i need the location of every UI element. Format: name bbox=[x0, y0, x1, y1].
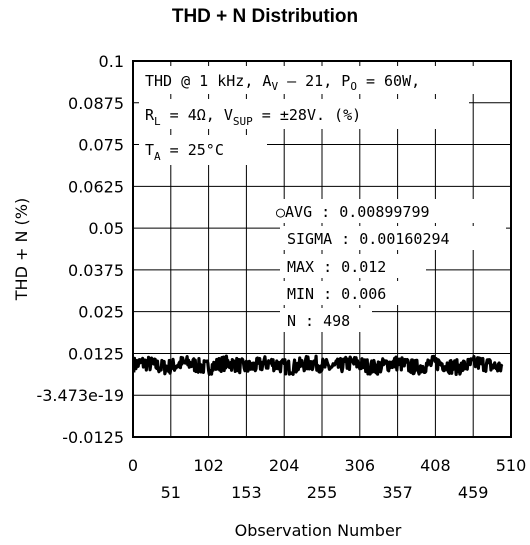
x-tick-label: 51 bbox=[161, 483, 181, 502]
stats-bg-1 bbox=[270, 199, 488, 223]
y-axis-label: THD + N (%) bbox=[12, 198, 31, 301]
x-tick-labels: 0 102 204 306 408 510 51 153 255 357 459 bbox=[128, 456, 526, 502]
stat-avg: ○AVG : 0.00899799 bbox=[276, 203, 430, 221]
cond-bg-1 bbox=[139, 66, 505, 94]
x-tick-label: 510 bbox=[496, 456, 527, 475]
conditions-line-1: THD @ 1 kHz, AV – 21, PO = 60W, bbox=[145, 72, 420, 93]
y-tick-label: 0.05 bbox=[88, 219, 124, 238]
stat-min: MIN : 0.006 bbox=[287, 285, 386, 303]
cond-bg-2 bbox=[139, 99, 469, 129]
stats-bg-4 bbox=[280, 281, 418, 305]
x-tick-label: 0 bbox=[128, 456, 138, 475]
y-tick-label: 0.0375 bbox=[68, 261, 124, 280]
y-tick-label: 0.1 bbox=[99, 52, 124, 71]
stat-max: MAX : 0.012 bbox=[287, 258, 386, 276]
series-line bbox=[132, 354, 504, 377]
y-tick-label: 0.0875 bbox=[68, 94, 124, 113]
x-tick-label: 153 bbox=[231, 483, 262, 502]
x-axis-label: Observation Number bbox=[235, 521, 402, 540]
y-tick-label: 0.0125 bbox=[68, 344, 124, 363]
data-series bbox=[132, 354, 504, 377]
y-tick-labels: 0.1 0.0875 0.075 0.0625 0.05 0.0375 0.025 0.012… bbox=[36, 52, 124, 447]
x-tick-label: 102 bbox=[193, 456, 224, 475]
stats-bg-2 bbox=[280, 226, 506, 250]
x-tick-label: 357 bbox=[382, 483, 413, 502]
y-tick-label: -0.0125 bbox=[62, 428, 124, 447]
plot-frame bbox=[132, 60, 512, 438]
y-tick-label: 0.0625 bbox=[68, 177, 124, 196]
x-tick-label: 408 bbox=[420, 456, 451, 475]
x-tick-label: 306 bbox=[345, 456, 376, 475]
y-tick-label: -3.473e-19 bbox=[36, 386, 124, 405]
stat-sigma: SIGMA : 0.00160294 bbox=[287, 230, 450, 248]
stats-bg-3 bbox=[280, 254, 426, 278]
stat-n: N : 498 bbox=[287, 312, 350, 330]
stats-bg-5 bbox=[280, 308, 372, 332]
cond-bg-3 bbox=[139, 135, 267, 165]
x-tick-label: 255 bbox=[307, 483, 338, 502]
annotation-backgrounds bbox=[139, 66, 506, 332]
x-tick-label: 459 bbox=[458, 483, 489, 502]
x-tick-label: 204 bbox=[269, 456, 300, 475]
y-tick-label: 0.025 bbox=[78, 303, 124, 322]
chart-title: THD + N Distribution bbox=[171, 6, 359, 27]
conditions-line-3: TA = 25°C bbox=[145, 141, 224, 163]
y-tick-label: 0.075 bbox=[78, 136, 124, 155]
conditions-line-2: RL = 4Ω, VSUP = ±28V. (%) bbox=[145, 106, 361, 128]
